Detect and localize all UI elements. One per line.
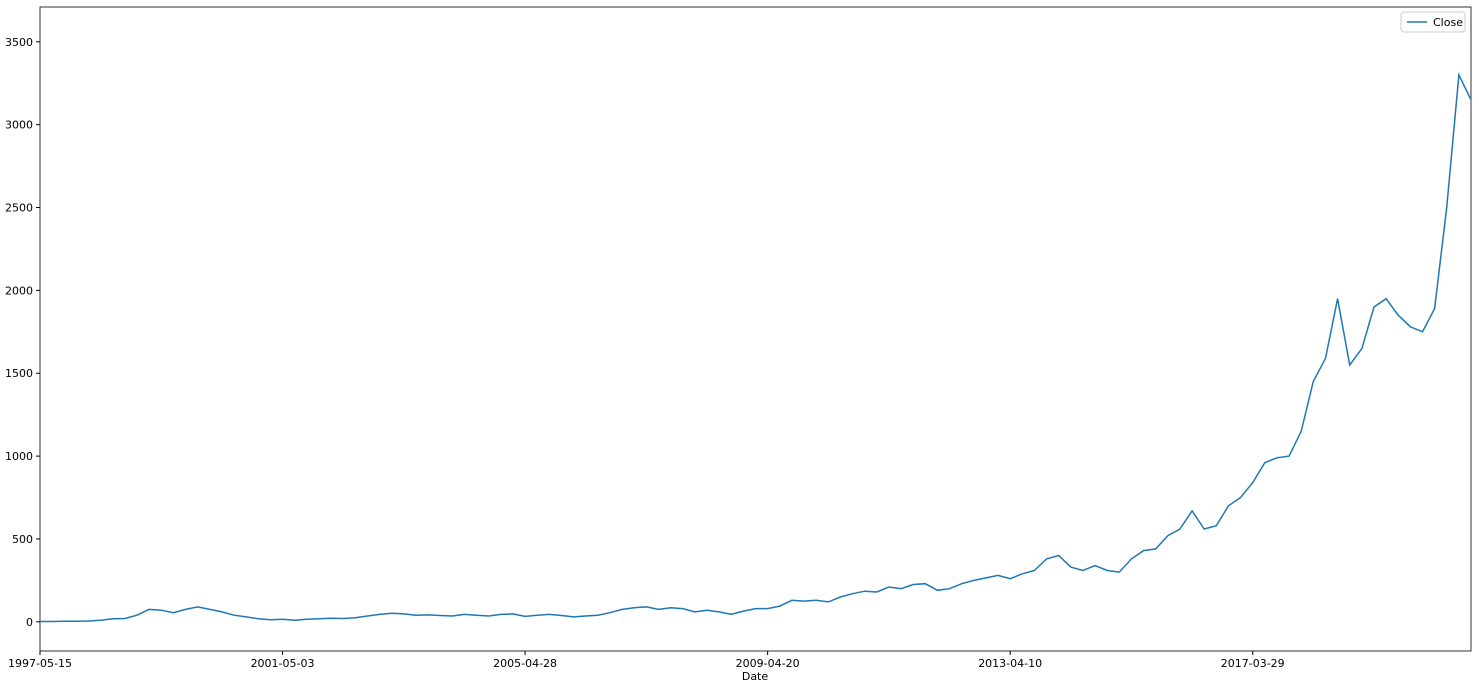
y-tick-label: 1000 [5,450,33,463]
x-tick-label: 2013-04-10 [978,657,1042,670]
y-tick-label: 3500 [5,36,33,49]
x-axis-label: Date [742,670,769,683]
x-tick-label: 2009-04-20 [736,657,800,670]
legend-box [1400,11,1466,33]
y-tick-label: 1500 [5,367,33,380]
y-tick-label: 500 [12,533,33,546]
x-tick-label: 1997-05-15 [8,657,72,670]
y-tick-label: 3000 [5,119,33,132]
y-tick-label: 0 [26,616,33,629]
x-tick-label: 2005-04-28 [493,657,557,670]
plot-frame [39,6,1472,652]
x-tick-label: 2017-03-29 [1221,657,1285,670]
x-tick-label: 2001-05-03 [251,657,315,670]
line [40,72,1472,623]
y-tick-label: 2000 [5,284,33,297]
legend-label: Close [1433,16,1463,29]
y-tick-label: 2500 [5,202,33,215]
